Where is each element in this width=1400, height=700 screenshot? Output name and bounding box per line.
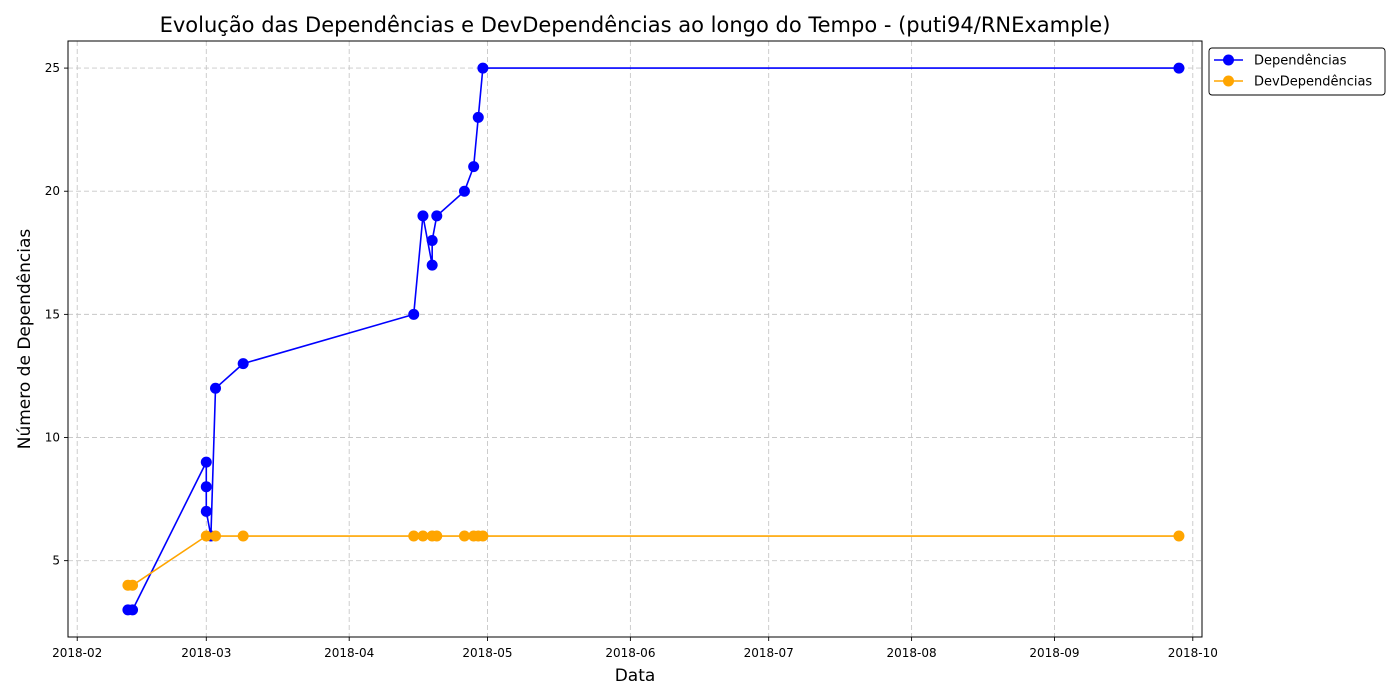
plot-area <box>67 40 1203 638</box>
y-axis: 5 10 15 20 25 <box>45 61 68 568</box>
data-point <box>210 382 222 394</box>
data-point <box>472 111 484 123</box>
legend-marker <box>1223 75 1234 87</box>
data-point <box>417 210 429 222</box>
data-point <box>417 530 429 542</box>
data-point <box>1173 530 1185 542</box>
legend-item: Dependências <box>1214 54 1347 69</box>
series-line <box>127 67 1179 611</box>
legend: Dependências DevDependências <box>1208 47 1386 96</box>
legend-box <box>1208 47 1386 96</box>
data-point <box>1173 62 1185 74</box>
data-point <box>458 530 470 542</box>
series-0 <box>122 62 1185 616</box>
series-layer <box>122 62 1185 616</box>
series-1 <box>122 530 1185 591</box>
x-tick-label: 2018-02 <box>52 646 102 660</box>
x-tick-label: 2018-09 <box>1029 646 1079 660</box>
legend-item: DevDependências <box>1214 75 1372 90</box>
y-tick-label: 15 <box>45 307 60 321</box>
y-tick-label: 10 <box>45 431 60 445</box>
x-tick-label: 2018-04 <box>324 646 374 660</box>
x-tick-label: 2018-08 <box>887 646 937 660</box>
x-tick-label: 2018-10 <box>1168 646 1218 660</box>
data-point <box>127 579 139 591</box>
data-point <box>200 505 212 517</box>
data-point <box>127 604 139 616</box>
x-tick-label: 2018-07 <box>744 646 794 660</box>
data-point <box>237 530 249 542</box>
y-axis-label: Número de Dependências <box>15 229 35 450</box>
y-tick-label: 25 <box>45 61 60 75</box>
legend-label: DevDependências <box>1254 75 1372 90</box>
data-point <box>477 62 489 74</box>
chart-title: Evolução das Dependências e DevDependênc… <box>160 13 1111 37</box>
data-point <box>210 530 222 542</box>
data-point <box>426 259 438 271</box>
legend-marker <box>1223 54 1234 66</box>
x-axis: 2018-02 2018-03 2018-04 2018-05 2018-06 2018-… <box>52 637 1218 660</box>
legend-label: Dependências <box>1254 54 1347 69</box>
grid <box>68 41 1202 637</box>
data-point <box>237 358 249 370</box>
data-point <box>431 530 443 542</box>
data-point <box>431 210 443 222</box>
data-point <box>200 481 212 493</box>
data-point <box>200 456 212 468</box>
y-tick-label: 20 <box>45 184 60 198</box>
data-point <box>408 308 420 320</box>
x-tick-label: 2018-05 <box>462 646 512 660</box>
data-point <box>408 530 420 542</box>
x-tick-label: 2018-06 <box>605 646 655 660</box>
data-point <box>468 161 480 173</box>
data-point <box>458 185 470 197</box>
y-tick-label: 5 <box>52 554 60 568</box>
data-point <box>426 234 438 246</box>
x-tick-label: 2018-03 <box>181 646 231 660</box>
data-point <box>477 530 489 542</box>
data-point <box>200 530 212 542</box>
x-axis-label: Data <box>615 666 656 686</box>
